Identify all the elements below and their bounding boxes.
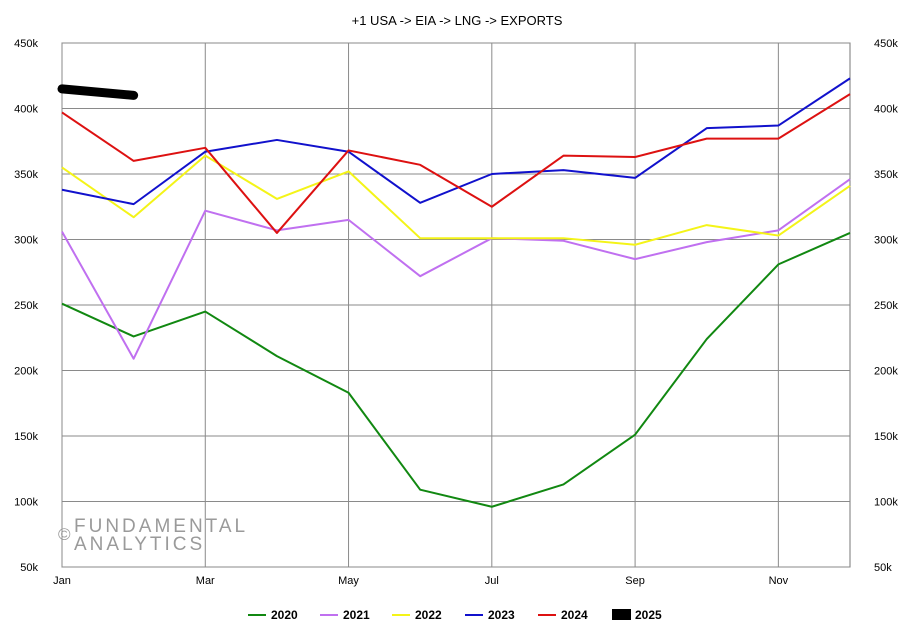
y-axis-left: 50k 100k 150k 200k 250k 300k 350k 400k 450k (14, 38, 38, 574)
series-line-2024 (61, 93, 851, 234)
y-tick-label-left: 200k (14, 366, 38, 378)
y-tick-label-right: 250k (874, 300, 898, 312)
x-tick-label: Jul (485, 575, 499, 587)
x-axis: Jan Mar May Jul Sep Nov (53, 575, 789, 587)
legend-label: 2021 (343, 608, 370, 622)
y-tick-label-left: 150k (14, 431, 38, 443)
y-tick-label-right: 50k (874, 562, 892, 574)
y-tick-label-left: 300k (14, 235, 38, 247)
x-tick-label: May (338, 575, 359, 587)
legend-label: 2024 (561, 608, 588, 622)
y-tick-label-right: 200k (874, 366, 898, 378)
y-tick-label-left: 50k (20, 562, 38, 574)
series-line-2023 (61, 77, 851, 206)
legend-item-2022[interactable]: 2022 (392, 608, 442, 622)
x-tick-label: Nov (769, 575, 789, 587)
y-tick-label-right: 450k (874, 38, 898, 50)
legend-item-2024[interactable]: 2024 (538, 608, 588, 622)
x-tick-label: Sep (625, 575, 645, 587)
chart-title: +1 USA -> EIA -> LNG -> EXPORTS (352, 13, 563, 28)
legend-label: 2025 (635, 608, 662, 622)
legend-item-2025[interactable]: 2025 (612, 608, 662, 622)
legend-label: 2022 (415, 608, 442, 622)
legend-label: 2023 (488, 608, 515, 622)
y-tick-label-right: 350k (874, 169, 898, 181)
y-tick-label-right: 100k (874, 497, 898, 509)
y-tick-label-left: 250k (14, 300, 38, 312)
x-tick-label: Mar (196, 575, 215, 587)
y-tick-label-left: 450k (14, 38, 38, 50)
grid (61, 42, 851, 568)
y-tick-label-left: 350k (14, 169, 38, 181)
y-tick-label-right: 300k (874, 235, 898, 247)
y-tick-label-right: 150k (874, 431, 898, 443)
x-tick-label: Jan (53, 575, 71, 587)
y-axis-right: 50k 100k 150k 200k 250k 300k 350k 400k 450k (874, 38, 898, 574)
y-tick-label-left: 400k (14, 104, 38, 116)
watermark-copyright: © (58, 525, 71, 544)
series-line-2020 (61, 232, 851, 508)
legend-swatch (612, 609, 631, 620)
legend[interactable]: 2020 2021 2022 2023 2024 2025 (248, 608, 662, 622)
watermark-line2: ANALYTICS (74, 534, 205, 555)
legend-item-2023[interactable]: 2023 (465, 608, 515, 622)
series-line-2025 (57, 84, 139, 100)
watermark-logo: © FUNDAMENTAL ANALYTICS (58, 516, 248, 555)
series-group (57, 77, 851, 508)
legend-item-2021[interactable]: 2021 (320, 608, 370, 622)
legend-item-2020[interactable]: 2020 (248, 608, 298, 622)
series-line-2021 (61, 178, 851, 360)
y-tick-label-left: 100k (14, 497, 38, 509)
watermark-line1: FUNDAMENTAL (74, 516, 248, 537)
y-tick-label-right: 400k (874, 104, 898, 116)
series-line-2022 (61, 154, 851, 246)
legend-label: 2020 (271, 608, 298, 622)
